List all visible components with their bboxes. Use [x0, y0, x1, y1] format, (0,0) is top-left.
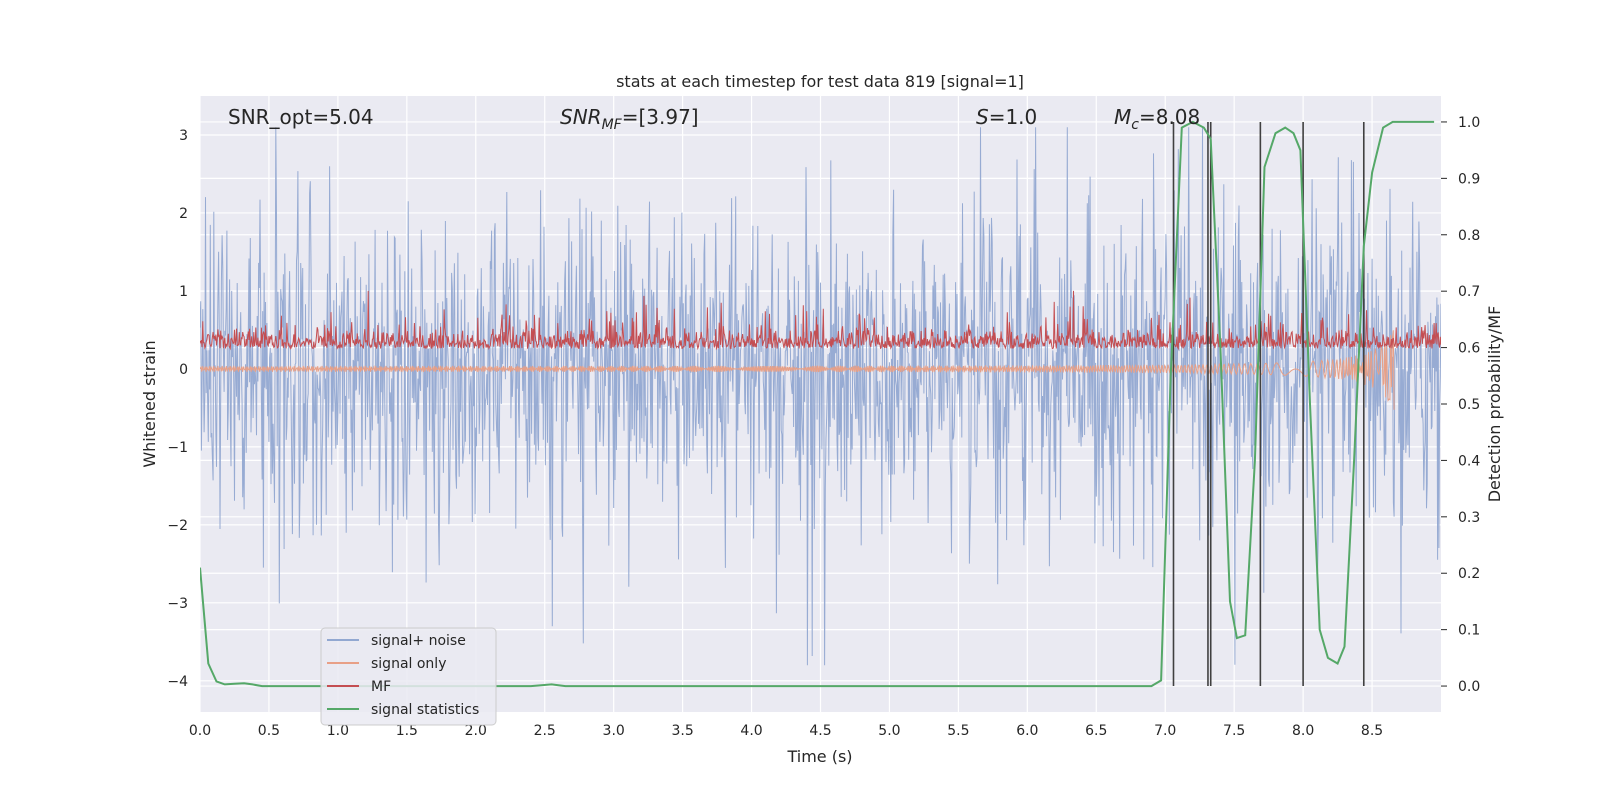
series-signal-noise [200, 127, 1441, 666]
x-tick-label-2: 1.0 [327, 723, 349, 739]
y-right-tick-label-2: 0.8 [1458, 228, 1480, 244]
series-signal-statistics [200, 120, 1435, 688]
annotation-mc-sub: c [1131, 117, 1139, 133]
annotation-snr-mf-sub: MF [602, 117, 623, 133]
x-tick-label-5: 2.5 [534, 723, 556, 739]
y-right-tick-label-1: 0.9 [1458, 171, 1480, 187]
x-tick-label-10: 5.0 [878, 723, 900, 739]
x-tick-label-11: 5.5 [947, 723, 969, 739]
y-right-tick-label-9: 0.1 [1458, 623, 1480, 639]
y-left-tick-label-4: −1 [167, 440, 188, 456]
x-tick-label-7: 3.5 [671, 723, 693, 739]
annotation-snr-mf-value: =[3.97] [622, 105, 699, 129]
series-mf [200, 290, 1441, 351]
y-left-tick-label-5: −2 [167, 518, 188, 534]
y-right-tick-label-4: 0.6 [1458, 341, 1480, 357]
legend-label-signal-statistics: signal statistics [371, 702, 479, 718]
y-left-tick-labels: 3 2 1 0 −1 −2 −3 −4 [167, 128, 188, 690]
y-left-tick-label-7: −4 [167, 674, 188, 690]
x-tick-labels: 0.0 0.5 1.0 1.5 2.0 2.5 3.0 3.5 4.0 4.5 5.0 5.5 6.0 6… [189, 723, 1383, 739]
chart-title: stats at each timestep for test data 819… [616, 72, 1024, 91]
x-tick-label-3: 1.5 [396, 723, 418, 739]
series-signal-only [200, 330, 1395, 410]
x-tick-label-14: 7.0 [1154, 723, 1176, 739]
x-tick-label-0: 0.0 [189, 723, 211, 739]
y-right-tick-label-5: 0.5 [1458, 397, 1480, 413]
annotation-mc: Mc=8.08 [1114, 105, 1200, 133]
y-left-tick-label-2: 1 [179, 284, 188, 300]
y-right-tick-labels: 1.0 0.9 0.8 0.7 0.6 0.5 0.4 0.3 0.2 0.1 0.0 [1441, 115, 1480, 695]
y-left-tick-label-1: 2 [179, 206, 188, 222]
annotation-mc-value: =8.08 [1139, 105, 1200, 129]
y-left-tick-label-0: 3 [179, 128, 188, 144]
x-tick-label-13: 6.5 [1085, 723, 1107, 739]
legend-label-signal-noise: signal+ noise [371, 633, 466, 649]
y-right-tick-label-6: 0.4 [1458, 453, 1480, 469]
annotation-s-value: =1.0 [989, 105, 1038, 129]
annotation-snr-opt: SNR_opt=5.04 [228, 105, 374, 129]
annotation-snr-mf: SNRMF=[3.97] [560, 105, 699, 133]
x-tick-label-15: 7.5 [1223, 723, 1245, 739]
annotation-s: S=1.0 [976, 105, 1037, 129]
x-tick-label-17: 8.5 [1361, 723, 1383, 739]
series-layer [200, 127, 1441, 666]
y-right-axis-label: Detection probability/MF [1485, 306, 1504, 503]
legend: signal+ noise signal only MF signal stat… [320, 627, 497, 726]
annotation-mc-main: M [1114, 105, 1131, 129]
signal-statistics-layer [200, 120, 1435, 688]
y-right-tick-label-10: 0.0 [1458, 679, 1480, 695]
x-tick-label-9: 4.5 [809, 723, 831, 739]
y-right-tick-label-0: 1.0 [1458, 115, 1480, 131]
y-right-tick-label-8: 0.2 [1458, 566, 1480, 582]
y-right-tick-label-3: 0.7 [1458, 284, 1480, 300]
legend-label-signal-only: signal only [371, 656, 446, 672]
y-left-axis-label: Whitened strain [140, 340, 159, 467]
annotation-s-main: S [976, 105, 989, 129]
x-tick-label-12: 6.0 [1016, 723, 1038, 739]
legend-box [320, 627, 497, 726]
x-axis-label: Time (s) [786, 747, 852, 766]
legend-label-mf: MF [371, 679, 391, 695]
x-tick-label-1: 0.5 [258, 723, 280, 739]
x-tick-label-8: 4.0 [740, 723, 762, 739]
annotation-snr-mf-main: SNR [560, 105, 602, 129]
x-tick-label-6: 3.0 [603, 723, 625, 739]
vertical-markers [1172, 121, 1365, 687]
x-tick-label-4: 2.0 [465, 723, 487, 739]
y-left-tick-label-6: −3 [167, 596, 188, 612]
y-right-tick-label-7: 0.3 [1458, 510, 1480, 526]
x-tick-label-16: 8.0 [1292, 723, 1314, 739]
y-left-tick-label-3: 0 [179, 362, 188, 378]
